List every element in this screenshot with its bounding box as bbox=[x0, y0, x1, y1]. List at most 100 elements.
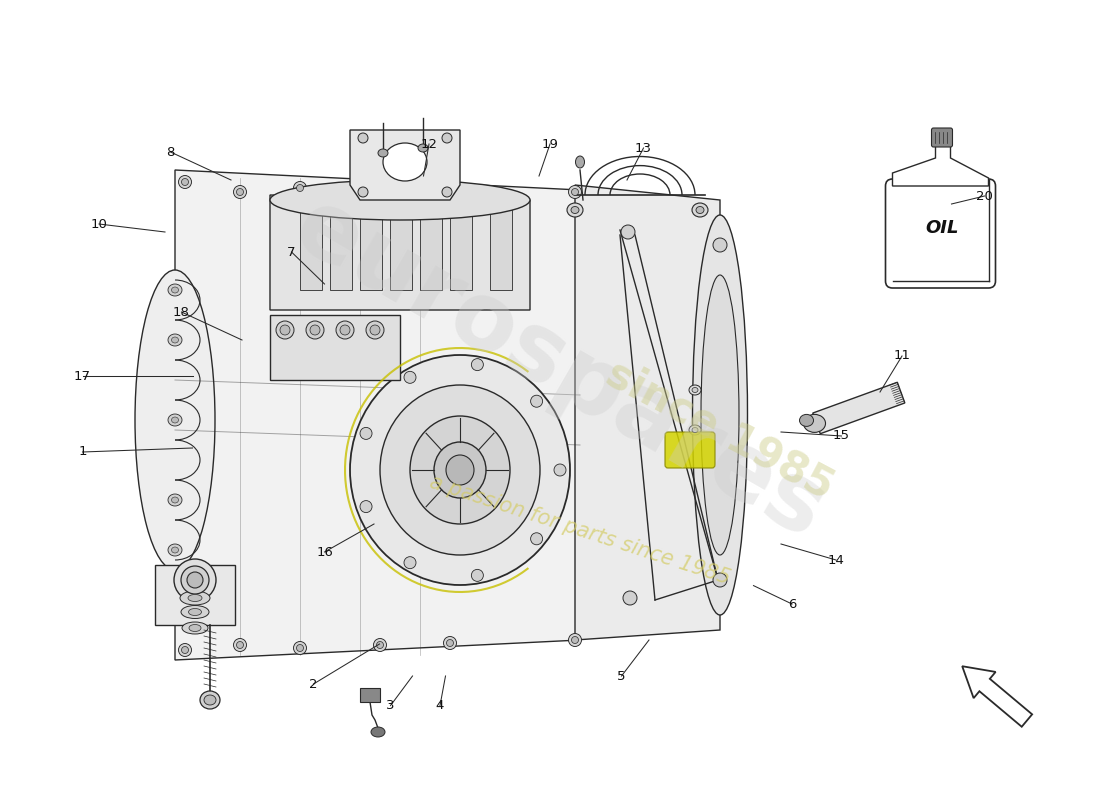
Ellipse shape bbox=[696, 206, 704, 214]
Ellipse shape bbox=[172, 497, 178, 503]
Text: OIL: OIL bbox=[926, 219, 959, 237]
Ellipse shape bbox=[178, 175, 191, 189]
Ellipse shape bbox=[172, 337, 178, 343]
Text: 12: 12 bbox=[420, 138, 438, 150]
Ellipse shape bbox=[571, 206, 579, 214]
Ellipse shape bbox=[689, 385, 701, 395]
Ellipse shape bbox=[566, 203, 583, 217]
Polygon shape bbox=[962, 666, 1032, 726]
Bar bbox=[390, 200, 412, 290]
Ellipse shape bbox=[692, 203, 708, 217]
Ellipse shape bbox=[236, 189, 243, 195]
Ellipse shape bbox=[168, 414, 182, 426]
Text: 4: 4 bbox=[436, 699, 444, 712]
Ellipse shape bbox=[178, 643, 191, 657]
Ellipse shape bbox=[442, 187, 452, 197]
Ellipse shape bbox=[434, 442, 486, 498]
Ellipse shape bbox=[172, 417, 178, 423]
Ellipse shape bbox=[530, 533, 542, 545]
Ellipse shape bbox=[472, 358, 483, 370]
Text: 5: 5 bbox=[617, 670, 626, 682]
Ellipse shape bbox=[378, 149, 388, 157]
Text: 17: 17 bbox=[74, 370, 91, 382]
Text: 1: 1 bbox=[78, 446, 87, 458]
Ellipse shape bbox=[447, 186, 453, 194]
Ellipse shape bbox=[404, 557, 416, 569]
Ellipse shape bbox=[803, 414, 825, 432]
Ellipse shape bbox=[447, 639, 453, 646]
Polygon shape bbox=[270, 315, 400, 380]
Ellipse shape bbox=[410, 416, 510, 524]
Ellipse shape bbox=[168, 544, 182, 556]
Ellipse shape bbox=[233, 638, 246, 651]
Ellipse shape bbox=[188, 609, 201, 615]
Ellipse shape bbox=[379, 385, 540, 555]
Polygon shape bbox=[813, 382, 905, 434]
Ellipse shape bbox=[689, 425, 701, 435]
Ellipse shape bbox=[189, 625, 201, 631]
Polygon shape bbox=[892, 143, 989, 186]
Ellipse shape bbox=[182, 606, 209, 618]
Ellipse shape bbox=[404, 371, 416, 383]
Text: 19: 19 bbox=[541, 138, 559, 150]
Text: a passion for parts since 1985: a passion for parts since 1985 bbox=[427, 472, 733, 588]
Bar bbox=[450, 200, 472, 290]
Ellipse shape bbox=[418, 144, 428, 152]
Text: 3: 3 bbox=[386, 699, 395, 712]
Text: eurospares: eurospares bbox=[278, 181, 842, 559]
Ellipse shape bbox=[569, 634, 582, 646]
Ellipse shape bbox=[168, 494, 182, 506]
FancyBboxPatch shape bbox=[666, 432, 715, 468]
Text: 15: 15 bbox=[833, 430, 850, 442]
Ellipse shape bbox=[294, 642, 307, 654]
Ellipse shape bbox=[800, 414, 814, 426]
Ellipse shape bbox=[692, 427, 698, 433]
Ellipse shape bbox=[693, 215, 748, 615]
Text: 20: 20 bbox=[976, 190, 993, 202]
Ellipse shape bbox=[168, 284, 182, 296]
Bar bbox=[490, 200, 512, 290]
Ellipse shape bbox=[572, 189, 579, 195]
Ellipse shape bbox=[554, 464, 566, 476]
Ellipse shape bbox=[623, 591, 637, 605]
Text: 7: 7 bbox=[287, 246, 296, 258]
Ellipse shape bbox=[188, 594, 202, 602]
Ellipse shape bbox=[530, 395, 542, 407]
Ellipse shape bbox=[443, 183, 456, 197]
Ellipse shape bbox=[713, 573, 727, 587]
Ellipse shape bbox=[383, 143, 427, 181]
Ellipse shape bbox=[371, 727, 385, 737]
Ellipse shape bbox=[572, 637, 579, 643]
Ellipse shape bbox=[187, 572, 204, 588]
Ellipse shape bbox=[135, 270, 214, 570]
Text: 8: 8 bbox=[166, 146, 175, 158]
Ellipse shape bbox=[692, 387, 698, 393]
Ellipse shape bbox=[360, 501, 372, 513]
Bar bbox=[330, 200, 352, 290]
Text: since 1985: since 1985 bbox=[600, 352, 842, 508]
Ellipse shape bbox=[358, 133, 368, 143]
Ellipse shape bbox=[168, 334, 182, 346]
Ellipse shape bbox=[172, 547, 178, 553]
Ellipse shape bbox=[442, 133, 452, 143]
Text: 6: 6 bbox=[788, 598, 796, 610]
Ellipse shape bbox=[374, 638, 386, 651]
Ellipse shape bbox=[236, 642, 243, 649]
Ellipse shape bbox=[336, 321, 354, 339]
Ellipse shape bbox=[374, 178, 386, 191]
Ellipse shape bbox=[621, 225, 635, 239]
Ellipse shape bbox=[182, 622, 208, 634]
Polygon shape bbox=[270, 195, 530, 310]
Ellipse shape bbox=[172, 287, 178, 293]
Bar bbox=[420, 200, 442, 290]
Ellipse shape bbox=[310, 325, 320, 335]
Ellipse shape bbox=[370, 325, 379, 335]
Bar bbox=[360, 688, 379, 702]
Ellipse shape bbox=[297, 645, 304, 651]
Ellipse shape bbox=[306, 321, 324, 339]
Ellipse shape bbox=[569, 186, 582, 198]
Ellipse shape bbox=[713, 238, 727, 252]
Ellipse shape bbox=[443, 637, 456, 650]
Polygon shape bbox=[155, 565, 235, 625]
Ellipse shape bbox=[350, 355, 570, 585]
